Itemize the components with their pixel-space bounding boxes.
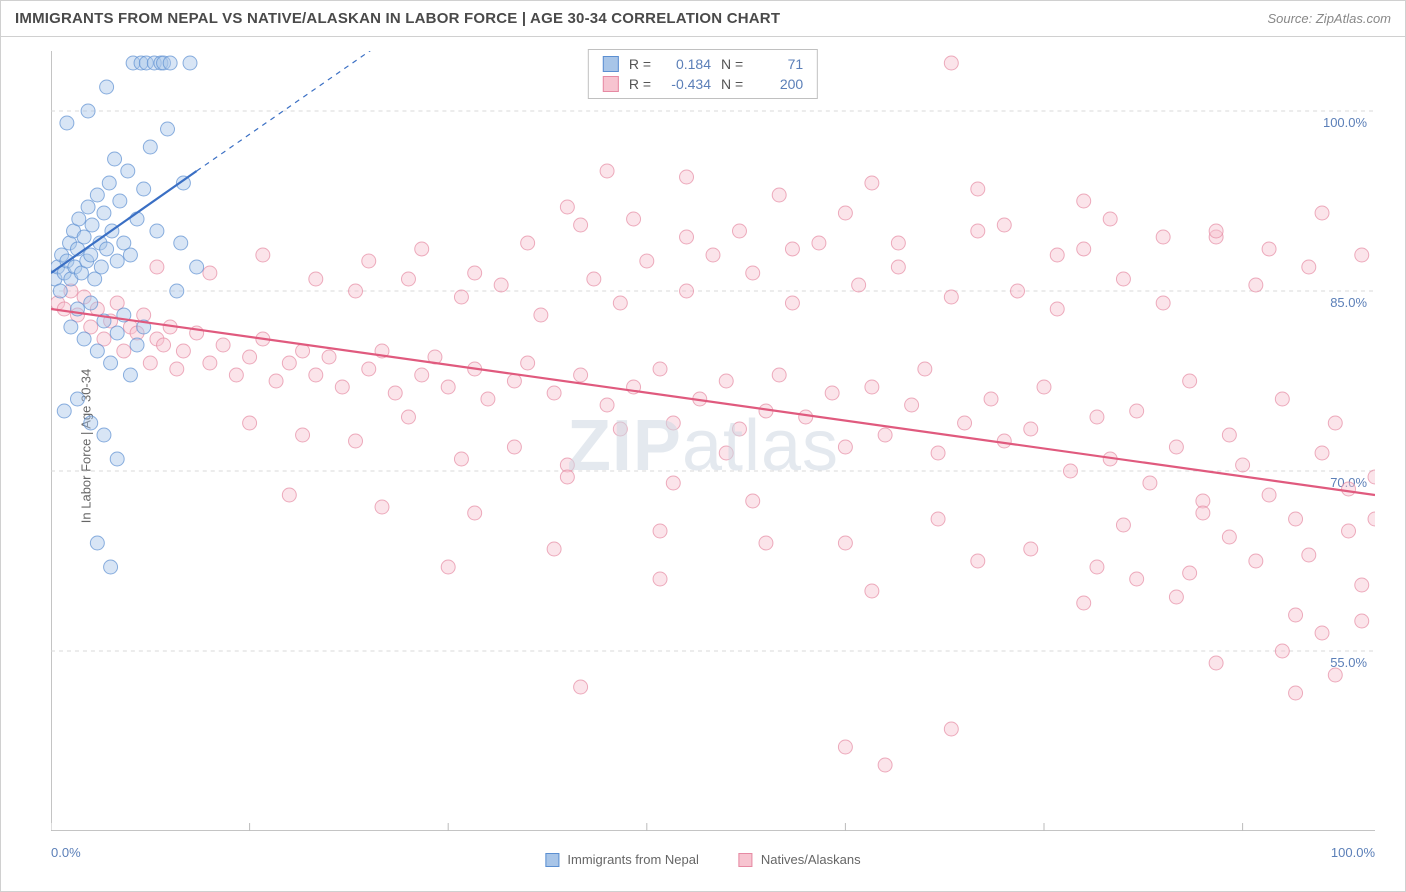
title-bar: IMMIGRANTS FROM NEPAL VS NATIVE/ALASKAN … (1, 1, 1405, 37)
svg-text:85.0%: 85.0% (1330, 295, 1367, 310)
chart-container: IMMIGRANTS FROM NEPAL VS NATIVE/ALASKAN … (0, 0, 1406, 892)
chart-title: IMMIGRANTS FROM NEPAL VS NATIVE/ALASKAN … (15, 10, 780, 27)
r-label: R = (629, 76, 651, 92)
correlation-row-blue: R = 0.184 N = 71 (589, 54, 817, 74)
legend-swatch-blue-icon (603, 56, 619, 72)
legend-swatch-pink-icon (739, 853, 753, 867)
scatter-plot: 55.0%70.0%85.0%100.0% (51, 51, 1375, 831)
x-min-label: 0.0% (51, 845, 81, 860)
legend-item-immigrants: Immigrants from Nepal (545, 852, 698, 867)
r-label: R = (629, 56, 651, 72)
r-value: 0.184 (661, 56, 711, 72)
legend-swatch-blue-icon (545, 853, 559, 867)
n-label: N = (721, 76, 743, 92)
legend-label: Immigrants from Nepal (567, 852, 698, 867)
r-value: -0.434 (661, 76, 711, 92)
series-legend: Immigrants from Nepal Natives/Alaskans (545, 852, 860, 867)
n-value: 200 (753, 76, 803, 92)
correlation-row-pink: R = -0.434 N = 200 (589, 74, 817, 94)
x-max-label: 100.0% (1331, 845, 1375, 860)
source-attribution: Source: ZipAtlas.com (1267, 11, 1391, 26)
plot-area: 55.0%70.0%85.0%100.0% (51, 51, 1375, 831)
legend-item-natives: Natives/Alaskans (739, 852, 861, 867)
svg-text:100.0%: 100.0% (1323, 115, 1367, 130)
n-label: N = (721, 56, 743, 72)
n-value: 71 (753, 56, 803, 72)
legend-label: Natives/Alaskans (761, 852, 861, 867)
correlation-legend: R = 0.184 N = 71 R = -0.434 N = 200 (588, 49, 818, 99)
legend-swatch-pink-icon (603, 76, 619, 92)
